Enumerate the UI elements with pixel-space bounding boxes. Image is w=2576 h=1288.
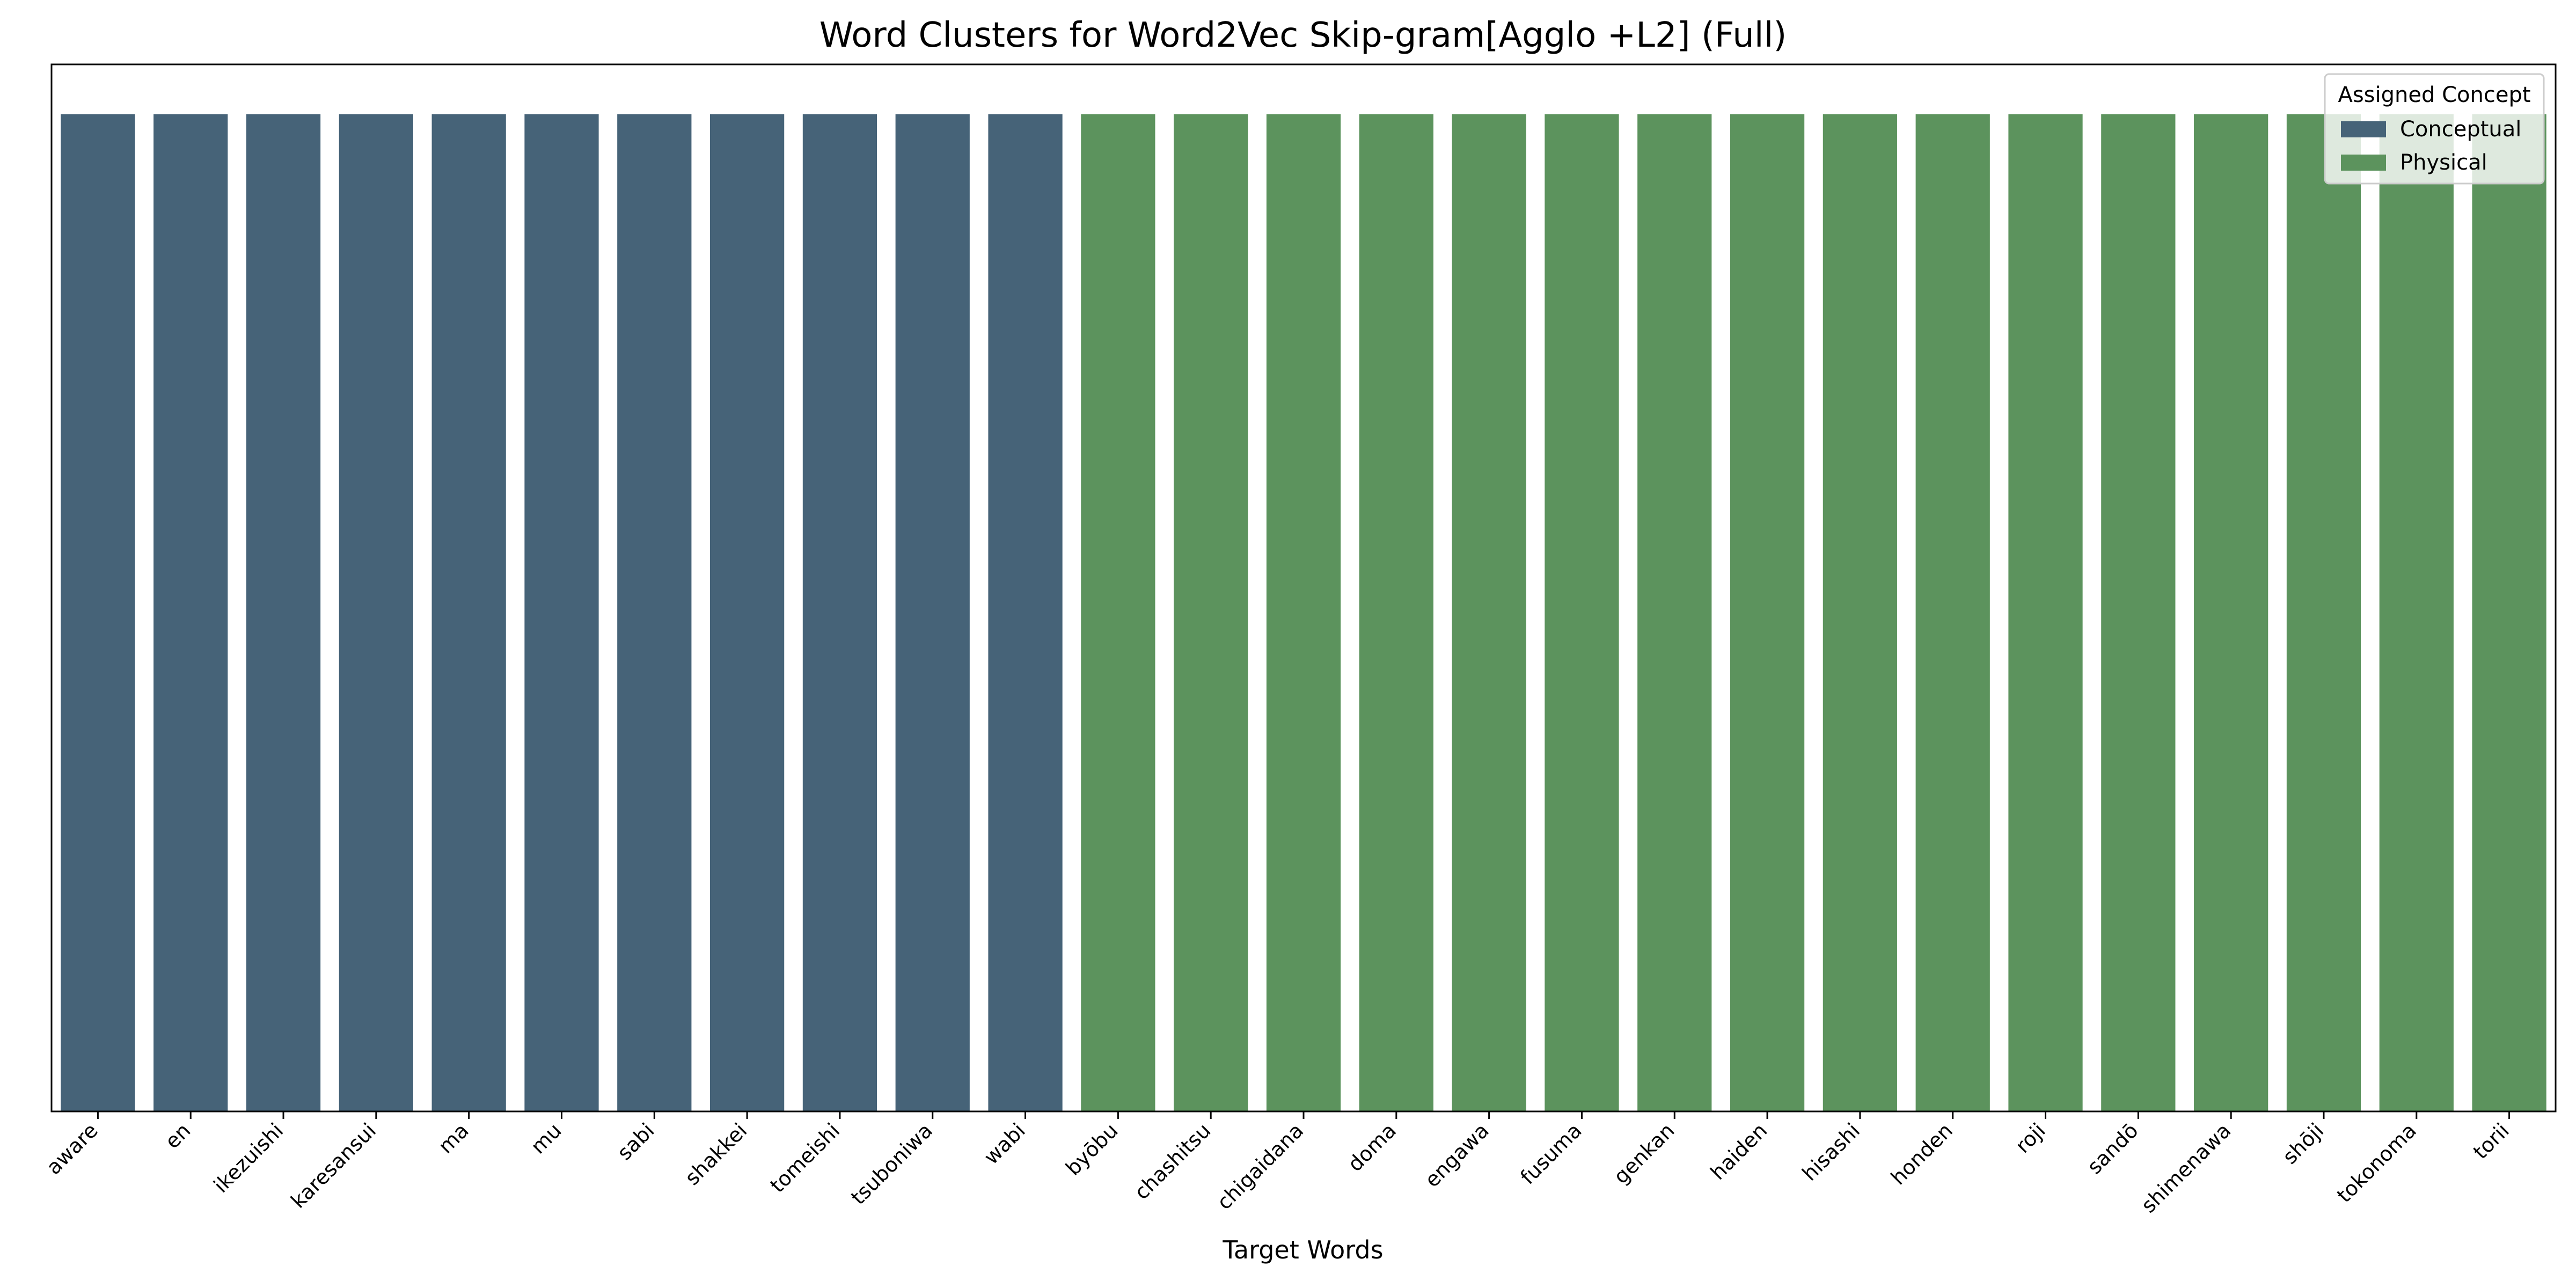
bar-hisashi[interactable]: [1823, 114, 1898, 1111]
bar-shimenawa[interactable]: [2194, 114, 2268, 1111]
bar-ikezuishi[interactable]: [246, 114, 321, 1111]
bar-karesansui[interactable]: [339, 114, 413, 1111]
bar-ma[interactable]: [431, 114, 506, 1111]
legend-label-conceptual: Conceptual: [2400, 117, 2521, 142]
bar-genkan[interactable]: [1637, 114, 1712, 1111]
bar-wabi[interactable]: [988, 114, 1063, 1111]
bars-group: [61, 114, 2546, 1111]
x-axis-label: Target Words: [1222, 1235, 1383, 1264]
bar-chigaidana[interactable]: [1266, 114, 1341, 1111]
bar-haiden[interactable]: [1730, 114, 1805, 1111]
legend-label-physical: Physical: [2400, 150, 2487, 175]
legend-swatch-conceptual: [2341, 121, 2386, 137]
bar-roji[interactable]: [2008, 114, 2083, 1111]
bar-fusuma[interactable]: [1545, 114, 1619, 1111]
bar-tsuboniwa[interactable]: [895, 114, 970, 1111]
bar-honden[interactable]: [1915, 114, 1990, 1111]
bar-aware[interactable]: [61, 114, 135, 1111]
bar-engawa[interactable]: [1452, 114, 1526, 1111]
legend[interactable]: Assigned Concept Conceptual Physical: [2324, 73, 2545, 185]
bar-shakkei[interactable]: [709, 114, 785, 1111]
bar-tomeishi[interactable]: [802, 114, 877, 1111]
chart-title: Word Clusters for Word2Vec Skip-gram[Agg…: [819, 16, 1787, 55]
bar-torii[interactable]: [2472, 114, 2546, 1111]
bar-byōbu[interactable]: [1081, 114, 1155, 1111]
bar-en[interactable]: [153, 114, 228, 1111]
bar-chashitsu[interactable]: [1174, 114, 1248, 1111]
bar-doma[interactable]: [1359, 114, 1433, 1111]
bar-sandō[interactable]: [2101, 114, 2176, 1111]
bar-tokonoma[interactable]: [2379, 114, 2454, 1111]
bar-sabi[interactable]: [617, 114, 692, 1111]
legend-swatch-physical: [2341, 155, 2386, 171]
legend-title: Assigned Concept: [2338, 83, 2530, 107]
bar-shōji[interactable]: [2286, 114, 2361, 1111]
bar-mu[interactable]: [524, 114, 599, 1111]
